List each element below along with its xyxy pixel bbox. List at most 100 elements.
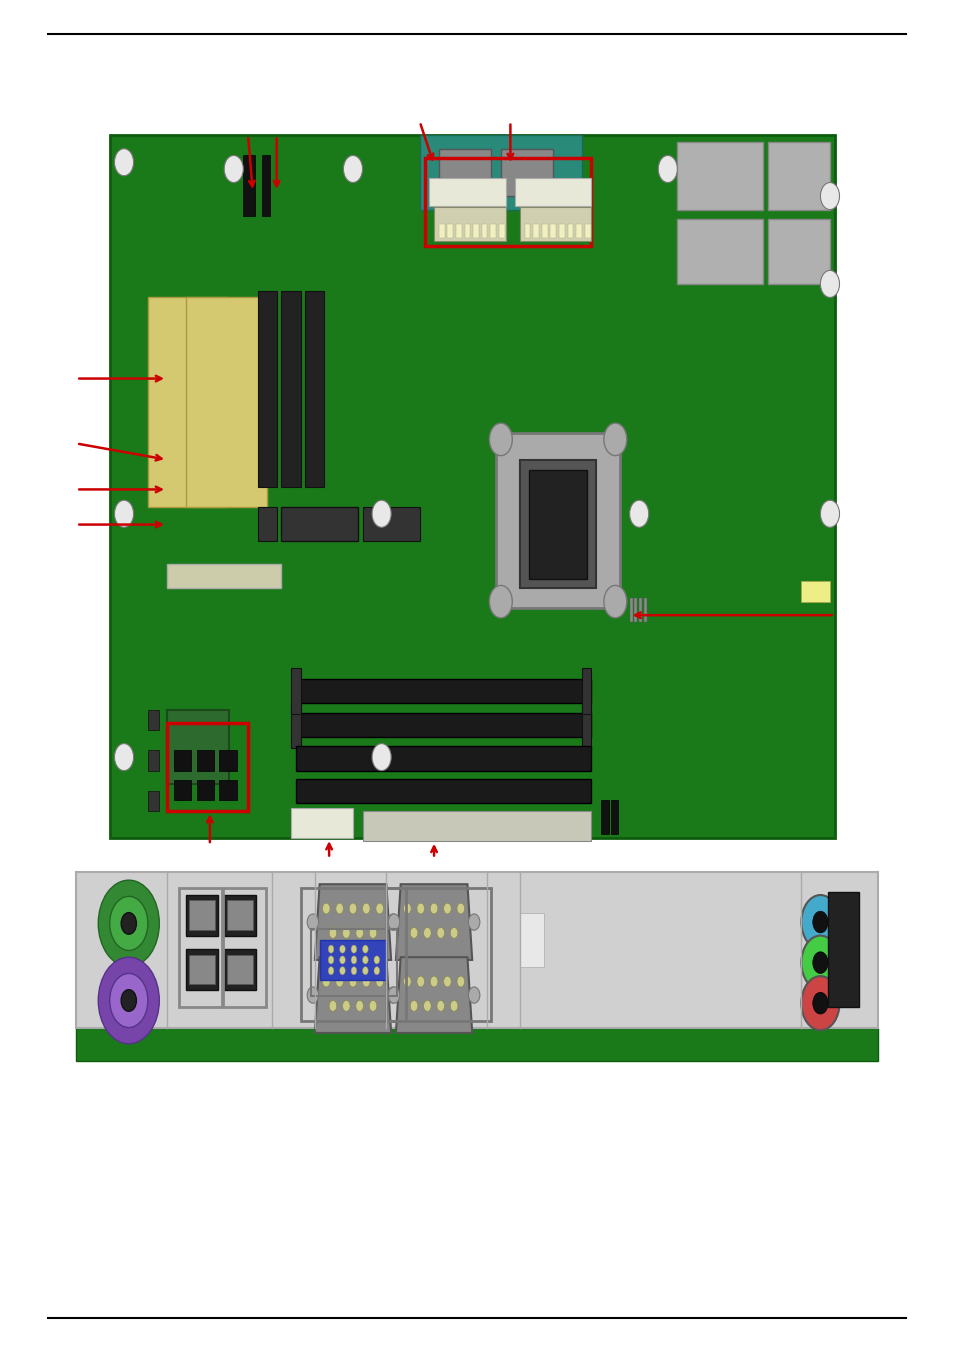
Circle shape: [351, 967, 356, 975]
Circle shape: [355, 1000, 363, 1011]
Bar: [498, 224, 504, 238]
Bar: [291, 702, 300, 748]
Bar: [490, 224, 496, 238]
Circle shape: [436, 1000, 444, 1011]
Circle shape: [603, 423, 626, 456]
Bar: [362, 507, 419, 541]
Bar: [464, 224, 470, 238]
Bar: [227, 955, 253, 984]
Circle shape: [801, 976, 839, 1030]
Circle shape: [307, 987, 318, 1003]
Circle shape: [450, 1000, 457, 1011]
Polygon shape: [314, 957, 391, 1033]
Circle shape: [307, 914, 318, 930]
Bar: [533, 224, 538, 238]
Bar: [167, 723, 248, 811]
Circle shape: [423, 927, 431, 938]
Bar: [541, 224, 547, 238]
Circle shape: [328, 956, 334, 964]
Bar: [196, 780, 213, 800]
Bar: [219, 780, 236, 800]
Circle shape: [603, 585, 626, 618]
Bar: [257, 507, 276, 541]
Bar: [167, 710, 229, 784]
Bar: [196, 750, 213, 771]
Bar: [434, 207, 505, 241]
Circle shape: [114, 149, 133, 176]
Circle shape: [351, 956, 356, 964]
Bar: [584, 224, 590, 238]
Circle shape: [351, 945, 356, 953]
Bar: [643, 598, 646, 622]
Circle shape: [339, 956, 345, 964]
Circle shape: [322, 976, 330, 987]
Circle shape: [369, 927, 376, 938]
Circle shape: [322, 903, 330, 914]
Circle shape: [443, 976, 451, 987]
Circle shape: [114, 744, 133, 771]
Circle shape: [372, 744, 391, 771]
Bar: [362, 811, 591, 841]
Bar: [167, 564, 281, 588]
Circle shape: [329, 927, 336, 938]
Bar: [515, 178, 591, 206]
Circle shape: [98, 957, 159, 1044]
Circle shape: [224, 155, 243, 183]
Circle shape: [468, 987, 479, 1003]
Circle shape: [329, 1000, 336, 1011]
Circle shape: [820, 183, 839, 210]
Bar: [519, 913, 543, 967]
Bar: [173, 780, 191, 800]
Circle shape: [342, 1000, 350, 1011]
Circle shape: [374, 967, 379, 975]
Circle shape: [658, 155, 677, 183]
Bar: [291, 808, 353, 838]
Circle shape: [416, 903, 424, 914]
Bar: [189, 955, 214, 984]
Circle shape: [403, 903, 411, 914]
Bar: [481, 224, 487, 238]
Circle shape: [820, 500, 839, 527]
Bar: [148, 750, 159, 771]
Bar: [148, 710, 159, 730]
Bar: [386, 888, 491, 1021]
Bar: [496, 433, 619, 608]
Bar: [438, 224, 444, 238]
Circle shape: [387, 914, 398, 930]
Circle shape: [450, 927, 457, 938]
Bar: [767, 142, 829, 210]
Circle shape: [430, 903, 437, 914]
Circle shape: [388, 987, 399, 1003]
Circle shape: [801, 936, 839, 990]
Bar: [110, 135, 834, 838]
Circle shape: [349, 903, 356, 914]
Bar: [295, 779, 591, 803]
Bar: [281, 291, 300, 487]
Bar: [500, 149, 553, 196]
Bar: [639, 598, 641, 622]
Circle shape: [436, 927, 444, 938]
Bar: [473, 224, 478, 238]
Bar: [189, 900, 214, 930]
Circle shape: [335, 976, 343, 987]
Circle shape: [820, 270, 839, 297]
Bar: [173, 750, 191, 771]
Bar: [186, 297, 267, 507]
Circle shape: [410, 1000, 417, 1011]
Circle shape: [489, 585, 512, 618]
Bar: [677, 142, 762, 210]
Circle shape: [362, 956, 368, 964]
Bar: [550, 224, 556, 238]
Circle shape: [456, 903, 464, 914]
Circle shape: [375, 903, 383, 914]
Bar: [295, 746, 591, 771]
Bar: [281, 507, 357, 541]
Bar: [424, 158, 591, 246]
Bar: [610, 800, 618, 834]
Bar: [224, 895, 255, 936]
Bar: [243, 155, 254, 216]
Bar: [429, 178, 505, 206]
Circle shape: [812, 911, 827, 933]
Circle shape: [410, 927, 417, 938]
Bar: [827, 892, 858, 1007]
